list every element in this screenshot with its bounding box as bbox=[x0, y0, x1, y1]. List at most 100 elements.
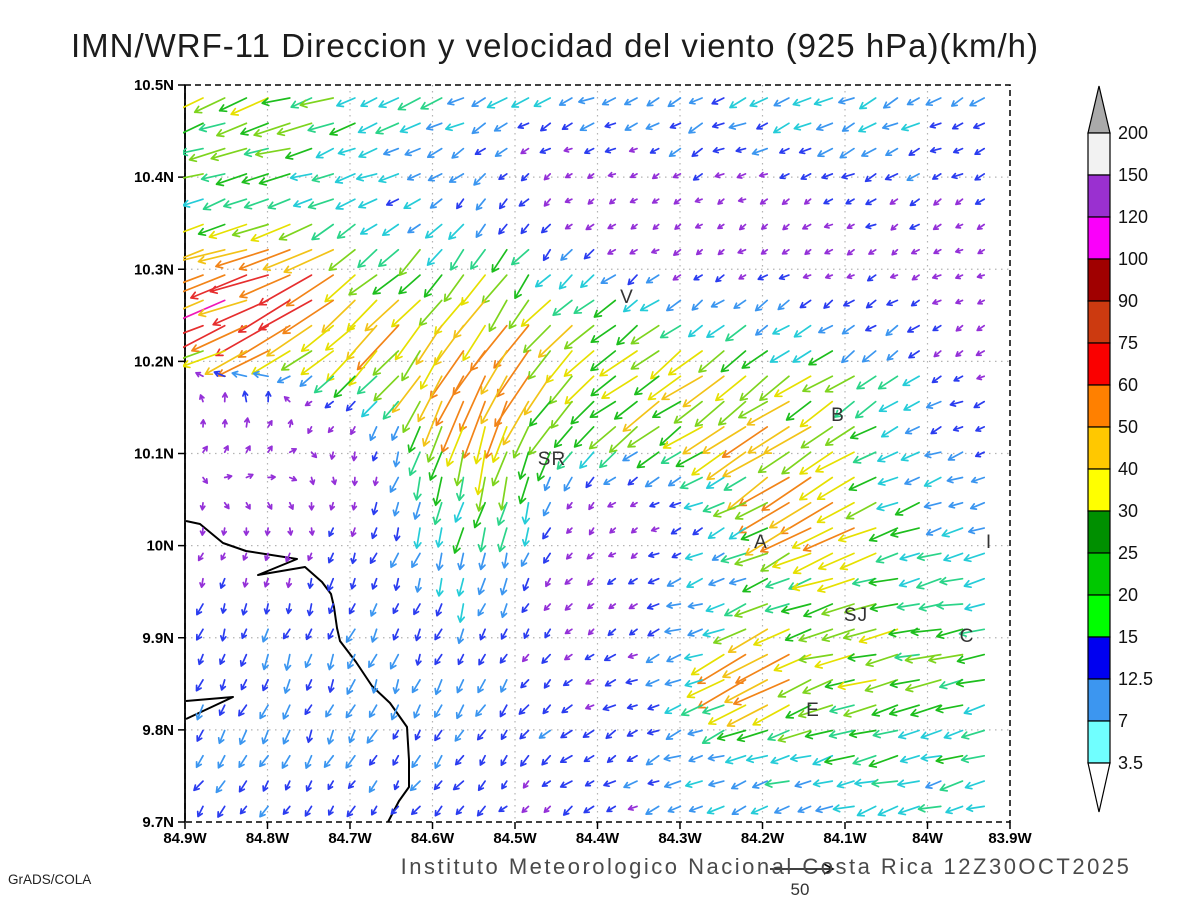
colorbar-under-arrow bbox=[1087, 762, 1111, 813]
wind-arrow bbox=[368, 704, 378, 718]
wind-arrow bbox=[695, 248, 703, 256]
wind-arrow bbox=[218, 97, 248, 113]
wind-arrow bbox=[706, 324, 725, 338]
wind-arrow bbox=[675, 451, 703, 468]
wind-arrow bbox=[607, 628, 617, 637]
wind-arrow bbox=[629, 197, 638, 204]
wind-arrow bbox=[417, 375, 443, 423]
wind-arrow bbox=[327, 603, 335, 615]
wind-arrow bbox=[564, 172, 573, 179]
wind-arrow bbox=[708, 780, 725, 788]
wind-arrow bbox=[501, 780, 508, 790]
wind-arrow bbox=[793, 122, 812, 131]
wind-arrow bbox=[726, 704, 769, 727]
wind-arrow bbox=[183, 173, 204, 179]
wind-arrow bbox=[731, 805, 747, 816]
wind-arrow bbox=[608, 426, 638, 453]
wind-arrow bbox=[266, 324, 313, 357]
wind-arrow bbox=[836, 780, 855, 789]
wind-arrow bbox=[262, 248, 313, 272]
wind-arrow bbox=[607, 171, 617, 178]
wind-arrow bbox=[630, 501, 638, 508]
wind-arrow bbox=[563, 324, 595, 350]
wind-arrow bbox=[282, 704, 291, 720]
wind-arrow bbox=[630, 350, 660, 370]
wind-arrow bbox=[854, 778, 877, 788]
wind-arrow bbox=[939, 679, 964, 690]
wind-arrow bbox=[538, 729, 552, 739]
wind-arrow bbox=[360, 97, 378, 108]
wind-arrow bbox=[886, 299, 899, 307]
wind-arrow bbox=[931, 375, 942, 384]
wind-arrow bbox=[300, 350, 335, 376]
wind-arrow bbox=[725, 754, 747, 765]
wind-arrow bbox=[609, 527, 617, 534]
wind-arrow bbox=[823, 198, 834, 205]
wind-arrow bbox=[684, 552, 703, 561]
wind-arrow bbox=[420, 97, 443, 110]
wind-arrow bbox=[901, 122, 920, 132]
wind-arrow bbox=[197, 248, 248, 265]
colorbar: 200 150 120 100 90 75 60 50 40 30 25 20 15 12.5 7 3.5 bbox=[1087, 85, 1153, 813]
wind-arrow bbox=[650, 526, 660, 533]
wind-arrow bbox=[960, 754, 986, 764]
wind-arrow bbox=[780, 603, 812, 615]
wind-arrow bbox=[932, 324, 942, 332]
wind-arrow bbox=[627, 804, 638, 811]
wind-arrow bbox=[649, 147, 660, 154]
wind-arrow bbox=[600, 274, 617, 284]
wind-arrow bbox=[199, 527, 206, 536]
wind-arrow bbox=[498, 223, 508, 235]
wind-arrow bbox=[846, 223, 855, 229]
wind-arrow bbox=[521, 653, 530, 663]
wind-arrow bbox=[880, 426, 899, 438]
wind-arrow bbox=[434, 653, 443, 666]
wind-arrow bbox=[797, 805, 812, 814]
wind-arrow bbox=[629, 172, 638, 179]
wind-arrow bbox=[477, 780, 486, 792]
wind-arrow bbox=[969, 501, 986, 510]
wind-arrow bbox=[969, 97, 986, 107]
wind-arrow bbox=[500, 754, 508, 767]
wind-arrow bbox=[923, 501, 942, 510]
wind-arrow bbox=[977, 299, 986, 305]
wind-arrow bbox=[791, 527, 834, 550]
wind-arrow bbox=[477, 603, 486, 617]
wind-arrow bbox=[324, 274, 356, 303]
wind-arrow bbox=[877, 375, 899, 390]
wind-arrow bbox=[389, 552, 400, 569]
wind-arrow bbox=[837, 679, 877, 691]
wind-arrow bbox=[345, 704, 356, 719]
wind-arrow bbox=[522, 577, 530, 592]
x-tick-label: 84.4W bbox=[576, 830, 620, 847]
wind-arrow bbox=[900, 451, 920, 462]
colorbar-label: 100 bbox=[1118, 249, 1148, 269]
wind-arrow bbox=[372, 476, 379, 487]
wind-arrow bbox=[196, 805, 204, 818]
wind-arrow bbox=[844, 603, 877, 615]
wind-arrow bbox=[865, 299, 877, 309]
wind-arrow bbox=[544, 628, 552, 639]
wind-arrow bbox=[586, 552, 595, 560]
wind-arrow bbox=[661, 375, 703, 401]
wind-arrow bbox=[183, 198, 204, 208]
wind-vector-field bbox=[183, 97, 986, 818]
wind-arrow bbox=[698, 350, 725, 373]
wind-arrow bbox=[195, 754, 204, 769]
wind-arrow bbox=[624, 97, 638, 106]
wind-arrow bbox=[410, 805, 421, 816]
wind-arrow bbox=[684, 653, 703, 662]
wind-arrow bbox=[527, 350, 552, 380]
wind-arrow bbox=[390, 704, 400, 721]
wind-arrow bbox=[758, 171, 769, 178]
wind-arrow bbox=[397, 97, 421, 111]
wind-arrow bbox=[845, 501, 877, 520]
wind-arrow bbox=[385, 198, 400, 207]
wind-arrow bbox=[283, 396, 291, 403]
wind-arrow bbox=[647, 779, 660, 786]
wind-arrow bbox=[645, 274, 660, 284]
wind-arrow bbox=[345, 754, 356, 769]
wind-arrow bbox=[543, 552, 552, 564]
wind-arrow bbox=[604, 122, 617, 129]
wind-arrow bbox=[245, 473, 254, 479]
